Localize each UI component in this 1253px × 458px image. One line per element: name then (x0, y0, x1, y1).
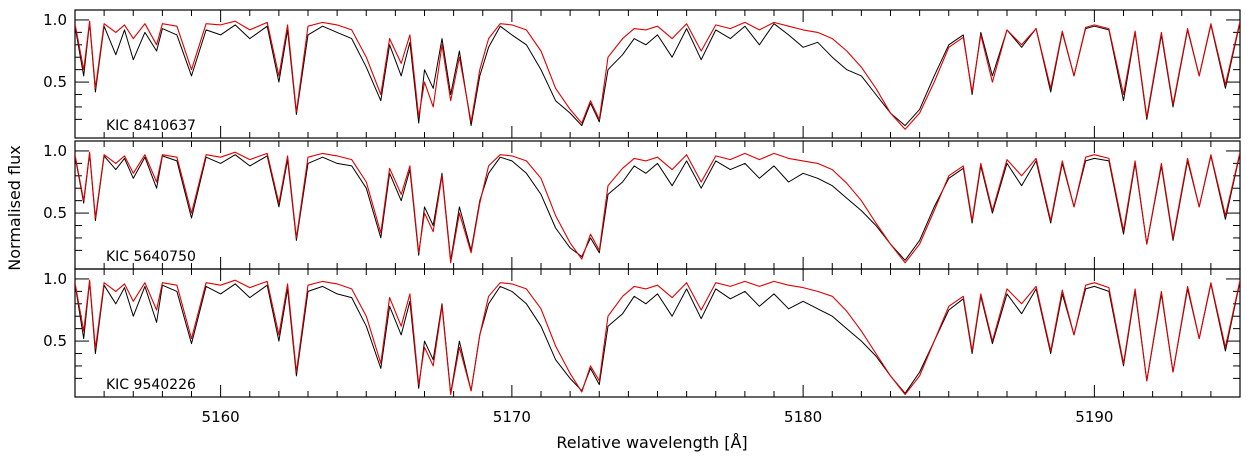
series-group (75, 151, 1240, 264)
series-group (75, 279, 1240, 396)
panel-1: 0.5 1.0 KIC 8410637 (43, 9, 1241, 139)
x-tick-label: 5180 (784, 408, 822, 426)
series-group (75, 20, 1240, 130)
panel-label: KIC 8410637 (106, 118, 196, 134)
y-tick-label: 1.0 (43, 11, 67, 29)
panel-frame (74, 268, 1241, 398)
model-spectrum-line (75, 151, 1240, 264)
panel-3: 0.5 1.0 KIC 9540226 (43, 268, 1241, 398)
x-tick-label: 5170 (493, 408, 531, 426)
x-tick-label: 5160 (202, 408, 240, 426)
panels-layer: 0.5 1.0 KIC 8410637 0.5 1.0 KIC 5640750 0.5 1.0… (43, 9, 1241, 398)
panel-label: KIC 5640750 (106, 249, 196, 265)
y-tick-label: 0.5 (43, 73, 67, 91)
y-tick-label: 1.0 (43, 270, 67, 288)
observed-spectrum-line (75, 152, 1240, 261)
observed-spectrum-line (75, 280, 1240, 394)
y-axis-title: Normalised flux (5, 145, 24, 270)
panel-label: KIC 9540226 (106, 377, 196, 393)
y-tick-label: 1.0 (43, 142, 67, 160)
x-tick-labels: 5160 5170 5180 5190 (202, 408, 1114, 426)
model-spectrum-line (75, 20, 1240, 130)
observed-spectrum-line (75, 21, 1240, 127)
x-tick-label: 5190 (1075, 408, 1113, 426)
x-axis-title: Relative wavelength [Å] (556, 433, 747, 452)
panel-frame (74, 140, 1241, 270)
y-tick-label: 0.5 (43, 332, 67, 350)
panel-2: 0.5 1.0 KIC 5640750 (43, 140, 1241, 270)
model-spectrum-line (75, 279, 1240, 396)
panel-frame (74, 9, 1241, 139)
y-tick-label: 0.5 (43, 204, 67, 222)
